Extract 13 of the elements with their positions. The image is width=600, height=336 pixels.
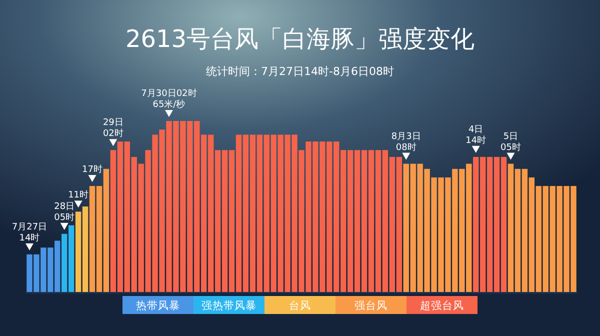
x-tick-label: 8月3日 08时 — [391, 132, 421, 153]
chart-title: 2613号台风「白海豚」强度变化 — [125, 25, 475, 53]
x-tick-label: 17时 — [82, 164, 102, 175]
x-tick-label: 7月30日02时 65米/秒 — [141, 88, 197, 110]
x-tick-label: 5日 05时 — [500, 132, 521, 153]
chart-subtitle: 统计时间：7月27日14时-8月6日08时 — [206, 65, 394, 78]
series-label: 强台风 — [354, 299, 388, 312]
series-label: 超强台风 — [420, 299, 464, 312]
x-tick-label: 28日 05时 — [54, 202, 75, 223]
x-tick-label: 4日 14时 — [466, 124, 486, 146]
x-tick-label: 29日 02时 — [102, 118, 124, 140]
x-tick-label: 7月27日 14时 — [12, 222, 48, 244]
x-tick-label: 11时 — [68, 190, 89, 201]
